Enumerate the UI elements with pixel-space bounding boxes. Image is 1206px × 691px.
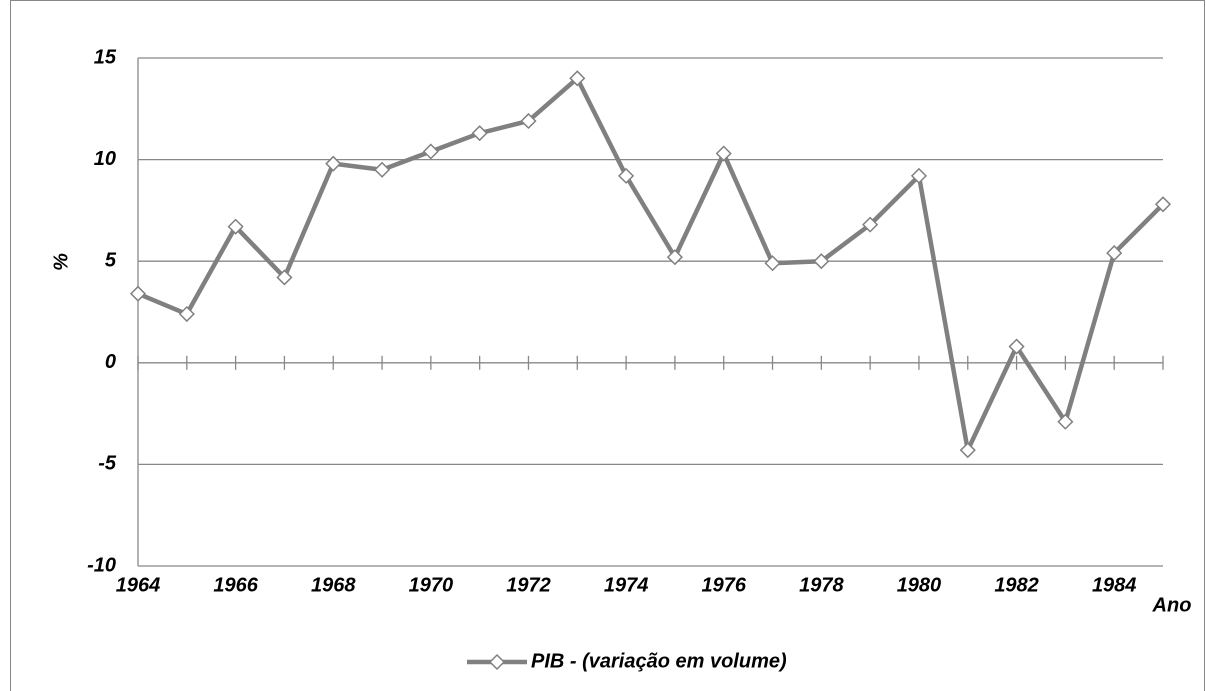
marker xyxy=(569,70,586,87)
marker xyxy=(910,167,928,184)
x-tick-label: 1976 xyxy=(701,574,746,596)
marker xyxy=(764,255,781,272)
x-tick-label: 1984 xyxy=(1092,574,1137,596)
x-tick-label: 1966 xyxy=(213,574,258,596)
marker xyxy=(422,143,439,160)
marker xyxy=(520,112,537,130)
x-tick-label: 1964 xyxy=(116,574,161,596)
marker xyxy=(715,145,732,162)
marker xyxy=(959,442,976,459)
marker xyxy=(471,125,488,142)
marker xyxy=(227,218,244,235)
y-axis-label: % xyxy=(50,253,72,271)
marker xyxy=(618,167,635,184)
marker xyxy=(129,285,147,302)
y-tick-label: -5 xyxy=(98,453,117,475)
marker xyxy=(1008,338,1025,355)
marker xyxy=(862,216,879,233)
y-tick-label: 0 xyxy=(105,351,116,373)
marker xyxy=(178,305,195,323)
marker xyxy=(1057,413,1074,430)
marker xyxy=(325,155,342,172)
marker xyxy=(1106,245,1123,262)
y-tick-label: 15 xyxy=(94,46,117,68)
legend-label: PIB - (variação em volume) xyxy=(531,650,787,672)
x-axis-label: Ano xyxy=(1152,594,1192,616)
marker xyxy=(813,253,830,270)
x-tick-label: 1980 xyxy=(897,574,942,596)
x-tick-label: 1970 xyxy=(409,574,454,596)
x-tick-label: 1968 xyxy=(311,574,356,596)
series-line xyxy=(137,76,1165,453)
y-tick-label: 10 xyxy=(94,148,116,170)
x-tick-label: 1982 xyxy=(994,574,1039,596)
marker xyxy=(666,249,683,266)
x-tick-label: 1974 xyxy=(604,574,649,596)
chart-frame xyxy=(10,0,1205,691)
marker xyxy=(373,161,391,178)
legend-marker xyxy=(488,653,506,671)
x-tick-label: 1972 xyxy=(506,574,551,596)
x-tick-label: 1978 xyxy=(799,574,844,596)
y-tick-label: -10 xyxy=(87,554,116,576)
marker xyxy=(1154,196,1172,213)
y-tick-label: 5 xyxy=(105,249,117,271)
marker xyxy=(276,269,293,286)
